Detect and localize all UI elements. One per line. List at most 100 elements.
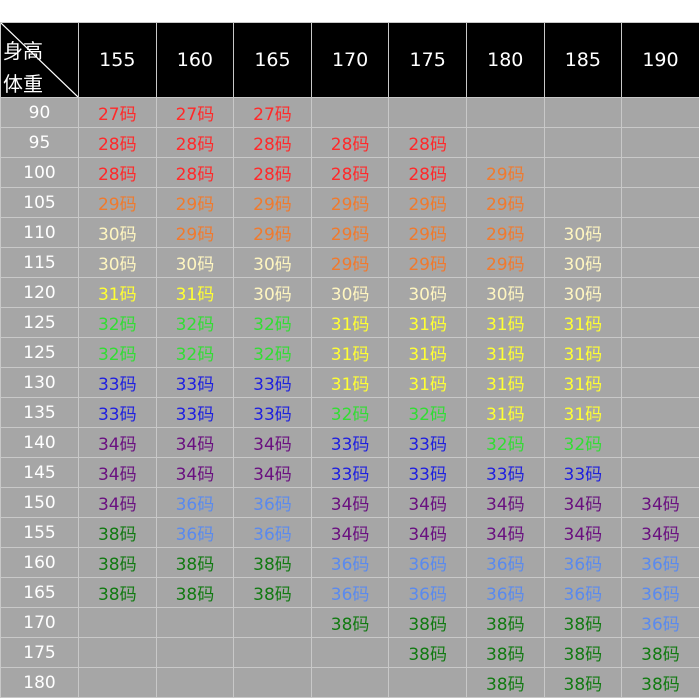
height-header: 165 <box>233 22 312 98</box>
size-cell: 31码 <box>543 307 623 338</box>
size-cell: 31码 <box>388 337 467 368</box>
size-cell: 36码 <box>310 547 390 578</box>
size-cell: 38码 <box>155 547 235 578</box>
size-cell: 34码 <box>78 427 157 458</box>
size-cell: 29码 <box>465 157 545 188</box>
size-cell: 29码 <box>155 217 235 248</box>
size-cell: 38码 <box>78 547 157 578</box>
size-cell: 38码 <box>543 637 623 668</box>
empty-cell <box>621 127 699 158</box>
size-cell: 29码 <box>310 217 390 248</box>
empty-cell <box>388 97 467 128</box>
size-cell: 31码 <box>310 337 390 368</box>
empty-cell <box>155 607 235 638</box>
size-cell: 34码 <box>310 517 390 548</box>
size-cell: 29码 <box>388 187 467 218</box>
size-cell: 36码 <box>388 577 467 608</box>
size-cell: 30码 <box>543 217 623 248</box>
weight-cell: 130 <box>0 367 79 398</box>
weight-cell: 180 <box>0 667 79 698</box>
empty-cell <box>543 97 623 128</box>
size-cell: 38码 <box>78 517 157 548</box>
empty-cell <box>465 127 545 158</box>
size-cell: 32码 <box>543 427 623 458</box>
size-cell: 33码 <box>78 367 157 398</box>
size-cell: 30码 <box>233 277 312 308</box>
size-cell: 30码 <box>465 277 545 308</box>
table-row: 175 38码 38码 38码 38码 <box>0 637 699 668</box>
size-cell: 28码 <box>388 157 467 188</box>
table-row: 110 30码 29码 29码 29码 29码 29码 30码 <box>0 217 699 248</box>
size-cell: 29码 <box>310 247 390 278</box>
table-row: 125 32码 32码 32码 31码 31码 31码 31码 <box>0 307 699 338</box>
table-row: 90 27码 27码 27码 <box>0 97 699 128</box>
size-cell: 38码 <box>621 637 699 668</box>
size-cell: 31码 <box>388 367 467 398</box>
size-cell: 31码 <box>310 307 390 338</box>
size-cell: 30码 <box>543 277 623 308</box>
size-cell: 31码 <box>388 307 467 338</box>
size-cell: 29码 <box>388 247 467 278</box>
size-cell: 29码 <box>233 217 312 248</box>
height-header: 170 <box>310 22 390 98</box>
size-cell: 38码 <box>465 667 545 698</box>
size-cell: 38码 <box>543 607 623 638</box>
size-cell: 34码 <box>543 517 623 548</box>
table-row: 170 38码 38码 38码 38码 36码 <box>0 607 699 638</box>
size-cell: 32码 <box>78 337 157 368</box>
size-cell: 36码 <box>465 577 545 608</box>
size-cell: 29码 <box>233 187 312 218</box>
size-cell: 32码 <box>78 307 157 338</box>
size-cell: 30码 <box>78 217 157 248</box>
empty-cell <box>310 637 390 668</box>
empty-cell <box>621 397 699 428</box>
size-cell: 36码 <box>233 487 312 518</box>
size-cell: 30码 <box>233 247 312 278</box>
size-cell: 34码 <box>621 487 699 518</box>
size-cell: 36码 <box>621 547 699 578</box>
size-cell: 36码 <box>233 517 312 548</box>
table-body: 90 27码 27码 27码 95 28码 28码 28码 28码 28码 100 28码 28码 28码… <box>0 97 699 698</box>
empty-cell <box>78 637 157 668</box>
corner-cell: 身高 体重 <box>0 22 79 98</box>
size-cell: 38码 <box>155 577 235 608</box>
size-table: 身高 体重 155 160 165 170 175 180 185 190 90 27码 27码 2… <box>0 22 699 698</box>
size-cell: 30码 <box>78 247 157 278</box>
table-row: 140 34码 34码 34码 33码 33码 32码 32码 <box>0 427 699 458</box>
empty-cell <box>543 127 623 158</box>
size-cell: 36码 <box>621 577 699 608</box>
size-cell: 28码 <box>155 157 235 188</box>
size-cell: 34码 <box>78 487 157 518</box>
table-row: 180 38码 38码 38码 <box>0 667 699 698</box>
size-cell: 33码 <box>233 397 312 428</box>
header-row: 身高 体重 155 160 165 170 175 180 185 190 <box>0 22 699 98</box>
size-cell: 29码 <box>465 187 545 218</box>
size-cell: 34码 <box>465 487 545 518</box>
corner-height-label: 身高 <box>3 39 43 63</box>
size-cell: 32码 <box>233 307 312 338</box>
height-header: 155 <box>78 22 157 98</box>
size-cell: 33码 <box>310 427 390 458</box>
size-cell: 27码 <box>233 97 312 128</box>
size-cell: 34码 <box>388 487 467 518</box>
empty-cell <box>155 637 235 668</box>
height-header: 185 <box>543 22 623 98</box>
size-cell: 31码 <box>543 397 623 428</box>
height-header: 160 <box>155 22 235 98</box>
empty-cell <box>621 247 699 278</box>
size-cell: 33码 <box>543 457 623 488</box>
size-chart: 身高 体重 155 160 165 170 175 180 185 190 90 27码 27码 2… <box>0 22 699 698</box>
size-cell: 36码 <box>465 547 545 578</box>
size-cell: 31码 <box>465 337 545 368</box>
size-cell: 28码 <box>233 127 312 158</box>
size-cell: 31码 <box>155 277 235 308</box>
size-cell: 38码 <box>388 607 467 638</box>
size-cell: 28码 <box>78 157 157 188</box>
height-header: 190 <box>621 22 699 98</box>
size-cell: 31码 <box>543 337 623 368</box>
weight-cell: 125 <box>0 337 79 368</box>
size-cell: 30码 <box>155 247 235 278</box>
size-cell: 31码 <box>78 277 157 308</box>
size-cell: 29码 <box>78 187 157 218</box>
empty-cell <box>233 667 312 698</box>
